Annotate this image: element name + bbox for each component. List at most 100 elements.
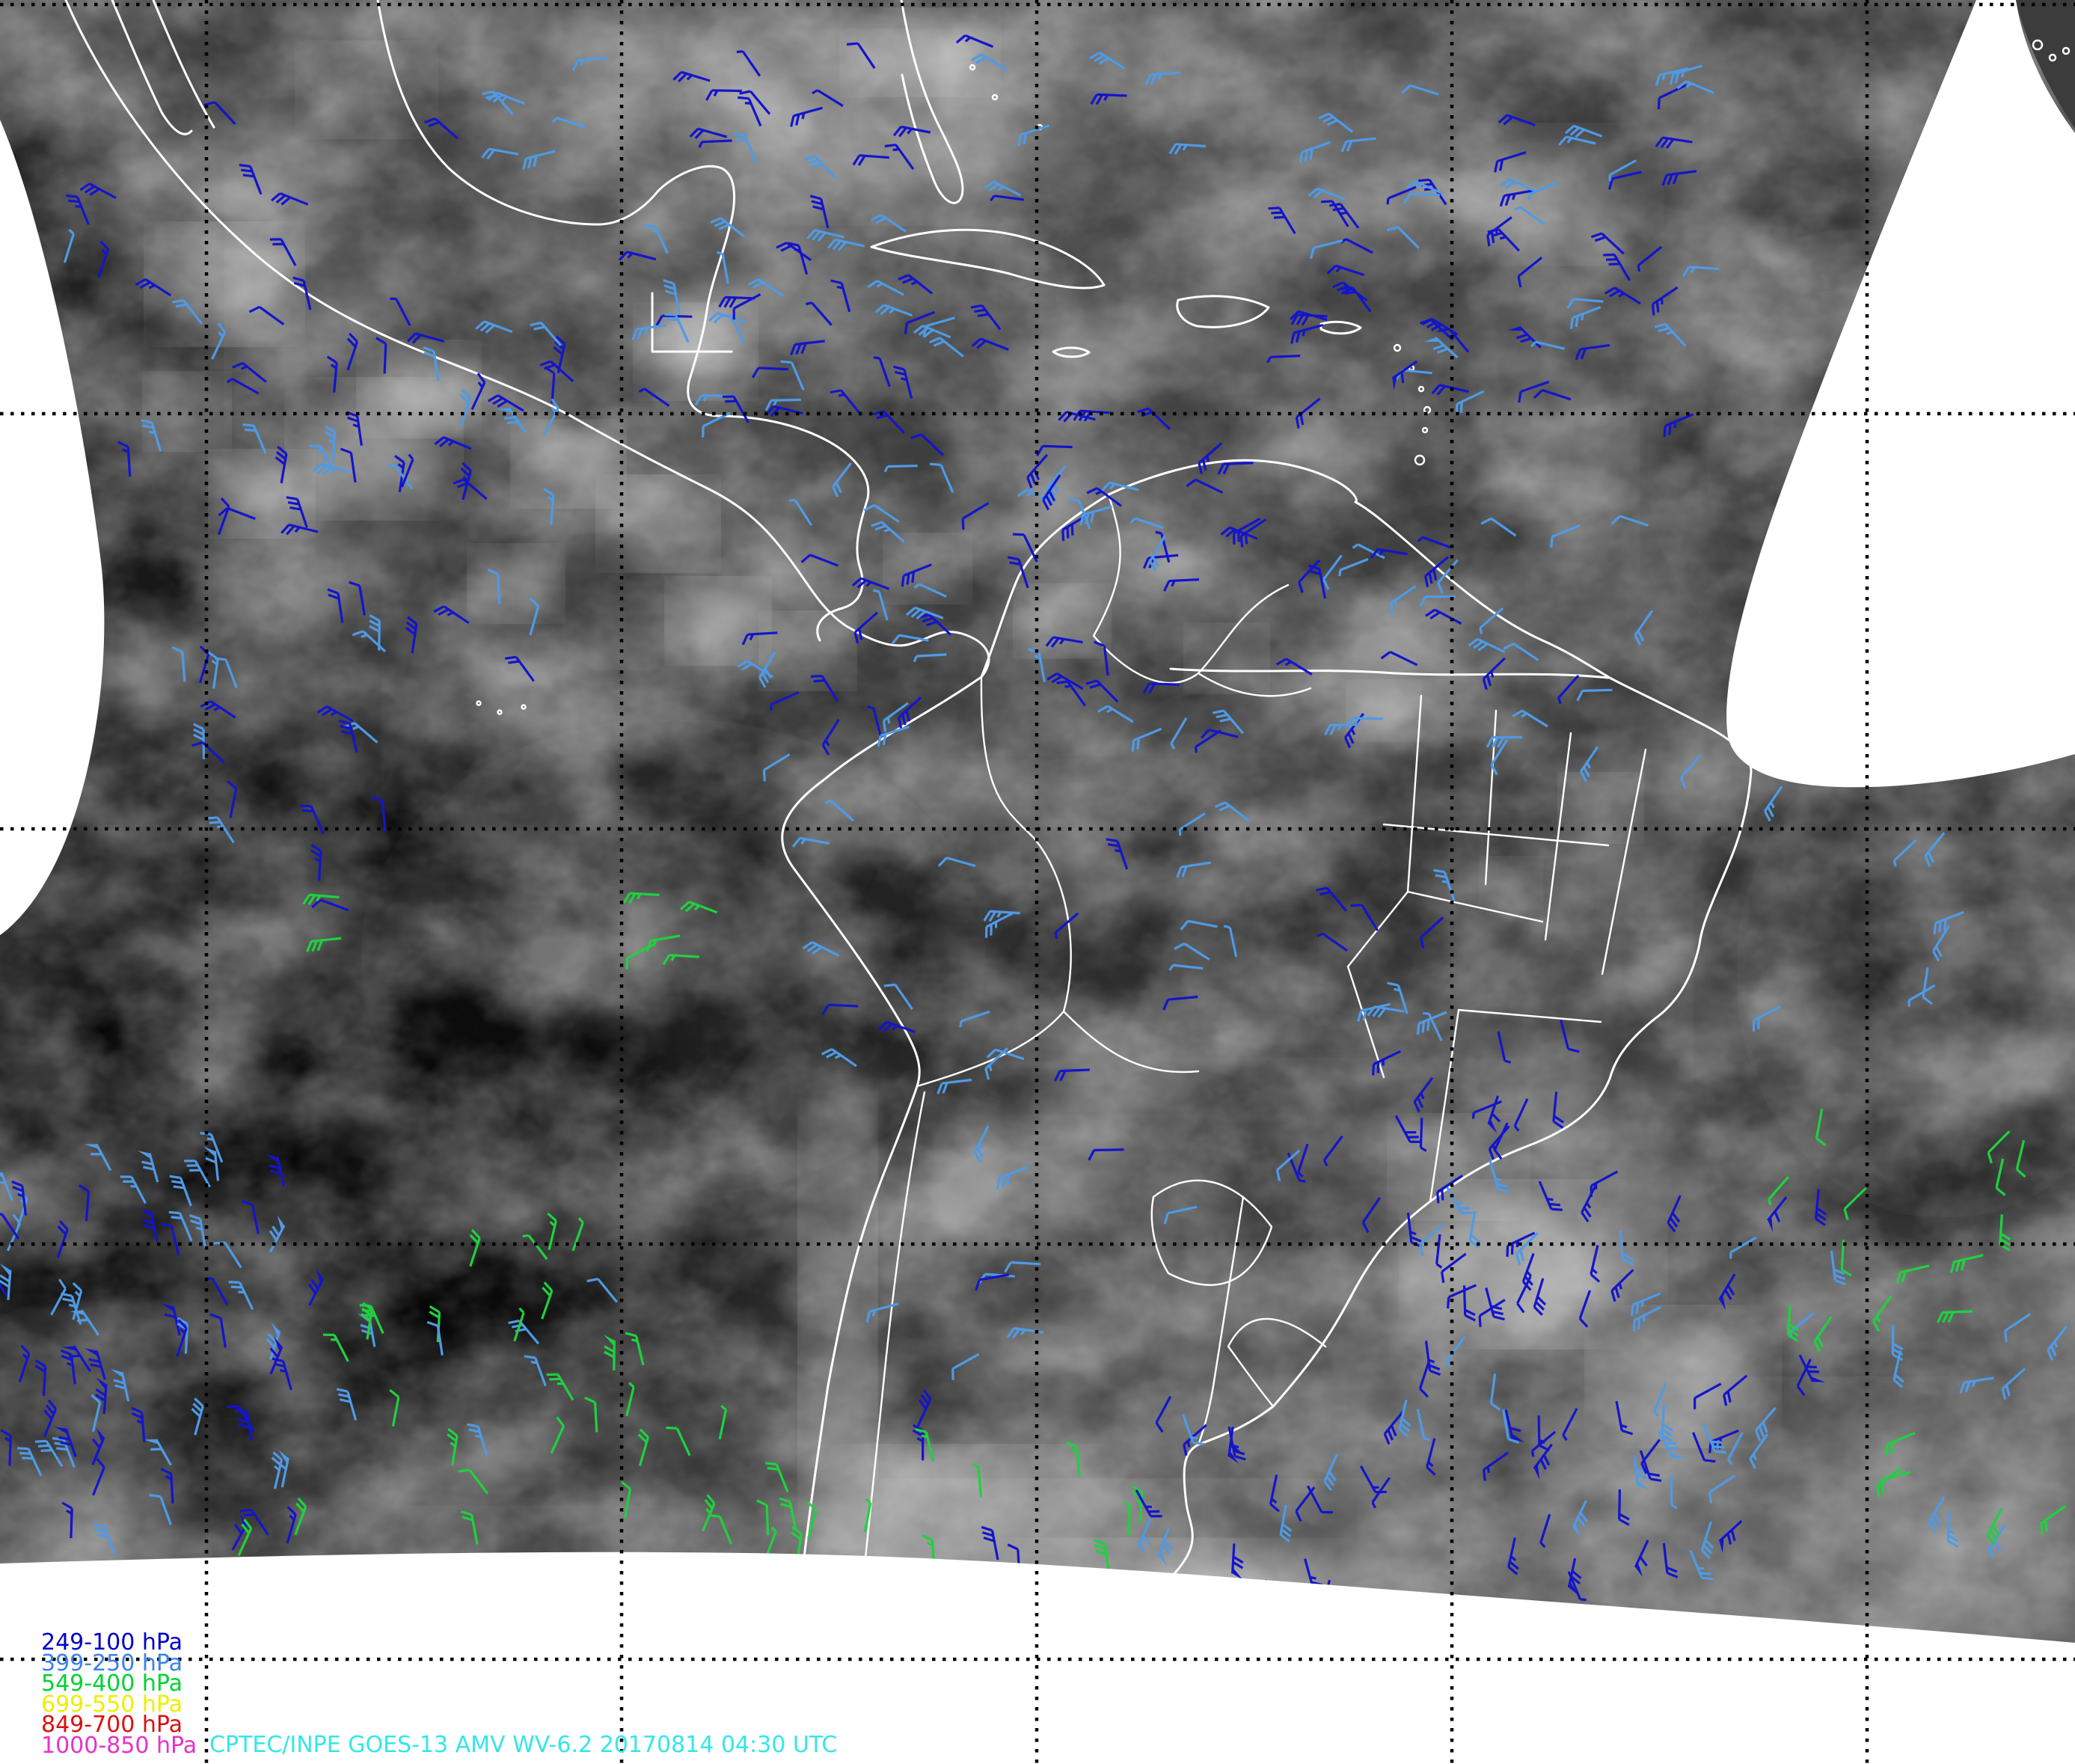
wind-barb (970, 53, 1008, 71)
wind-barb (270, 192, 309, 206)
wind-barb (61, 1501, 73, 1539)
wind-barb (61, 1292, 82, 1326)
wind-barb (1478, 1299, 1506, 1327)
wind-barb (203, 101, 236, 125)
wind-barb (913, 324, 951, 339)
wind-barb (1340, 137, 1376, 153)
wind-barb (1061, 513, 1090, 542)
wind-barb (1266, 355, 1301, 364)
wind-barb (1653, 1382, 1667, 1418)
wind-barb (663, 279, 681, 313)
wind-barb (1419, 916, 1444, 949)
wind-barb (43, 1399, 58, 1438)
wind-barb (1480, 517, 1517, 537)
wind-barb (1383, 1409, 1405, 1445)
wind-barb (618, 251, 657, 261)
wind-barb (400, 453, 414, 488)
wind-barb (1227, 1427, 1240, 1464)
wind-barb (1634, 1540, 1649, 1578)
wind-barb (937, 857, 976, 868)
wind-barb (546, 1373, 574, 1401)
wind-barb (1423, 556, 1450, 588)
wind-barb (66, 194, 90, 225)
wind-barb (882, 702, 909, 732)
wind-barb (891, 634, 929, 645)
wind-barb (1718, 1273, 1736, 1311)
wind-barb (1462, 1285, 1476, 1322)
wind-barb (1170, 717, 1188, 750)
wind-barb (209, 1313, 227, 1348)
wind-barb (1689, 1549, 1714, 1581)
wind-barb (1654, 322, 1687, 347)
wind-barb (1564, 124, 1603, 138)
wind-barb (352, 630, 387, 653)
wind-barb (1907, 984, 1936, 1007)
wind-barb (1694, 1382, 1722, 1409)
wind-barb (227, 1405, 255, 1433)
wind-barb (1309, 239, 1343, 260)
wind-barb (1168, 964, 1204, 971)
wind-barb (547, 1212, 557, 1251)
wind-barb (376, 337, 387, 374)
pressure-legend: 249-100 hPa 399-250 hPa 549-400 hPa 699-550… (41, 1632, 197, 1757)
wind-barb (1137, 1518, 1152, 1556)
wind-barb (758, 651, 776, 688)
wind-barb (830, 389, 861, 414)
wind-barb (1610, 515, 1649, 527)
wind-barb (1580, 746, 1599, 783)
wind-barb (1768, 1176, 1790, 1206)
wind-barb (1012, 533, 1038, 563)
wind-barb (1357, 1002, 1391, 1022)
wind-barb (1879, 1471, 1911, 1486)
wind-barb (0, 1172, 13, 1201)
wind-barb (1370, 548, 1408, 560)
wind-barb (625, 1332, 645, 1366)
wind-barb (806, 1501, 818, 1540)
wind-barb (788, 498, 813, 527)
wind-barb (550, 1416, 565, 1454)
wind-barb (84, 1143, 112, 1172)
wind-barb (1042, 474, 1061, 511)
wind-barb (1416, 1409, 1431, 1442)
wind-barb (910, 433, 944, 456)
wind-barb (1318, 112, 1354, 133)
wind-barb (189, 1214, 207, 1249)
wind-barb (1413, 1077, 1434, 1113)
wind-barb (603, 1334, 616, 1371)
wind-barb (294, 1497, 307, 1536)
wind-barb (1100, 481, 1139, 492)
wind-barb (1533, 1443, 1553, 1480)
wind-barb (883, 465, 918, 473)
wind-barb (17, 1447, 43, 1477)
wind-barb (984, 912, 1014, 938)
wind-barb (1233, 517, 1261, 545)
wind-barb (460, 1510, 479, 1545)
wind-barb (1630, 1292, 1661, 1317)
wind-barb (832, 462, 853, 497)
wind-barb (394, 455, 405, 493)
wind-barb (324, 425, 337, 462)
wind-barb (1421, 317, 1459, 336)
wind-barb (1787, 1305, 1800, 1342)
wind-barb (160, 1222, 180, 1256)
wind-barb (622, 892, 660, 904)
wind-barb (389, 1388, 400, 1427)
wind-barb (1227, 1426, 1246, 1461)
wind-barb (1581, 1185, 1597, 1223)
wind-barb (722, 395, 750, 423)
wind-barb (1290, 310, 1328, 322)
wind-barb (281, 523, 319, 536)
wind-barb (1398, 1399, 1412, 1438)
wind-barb (241, 1200, 260, 1234)
wind-barb (1419, 595, 1456, 607)
wind-barb (1755, 1406, 1777, 1442)
wind-barb (738, 96, 762, 127)
wind-barb (811, 89, 844, 107)
wind-barb (198, 645, 210, 684)
wind-barb (1576, 688, 1613, 702)
wind-barb (1494, 151, 1527, 173)
wind-barb (586, 1278, 619, 1303)
wind-barb (1538, 1180, 1563, 1211)
wind-barb (1346, 717, 1383, 729)
